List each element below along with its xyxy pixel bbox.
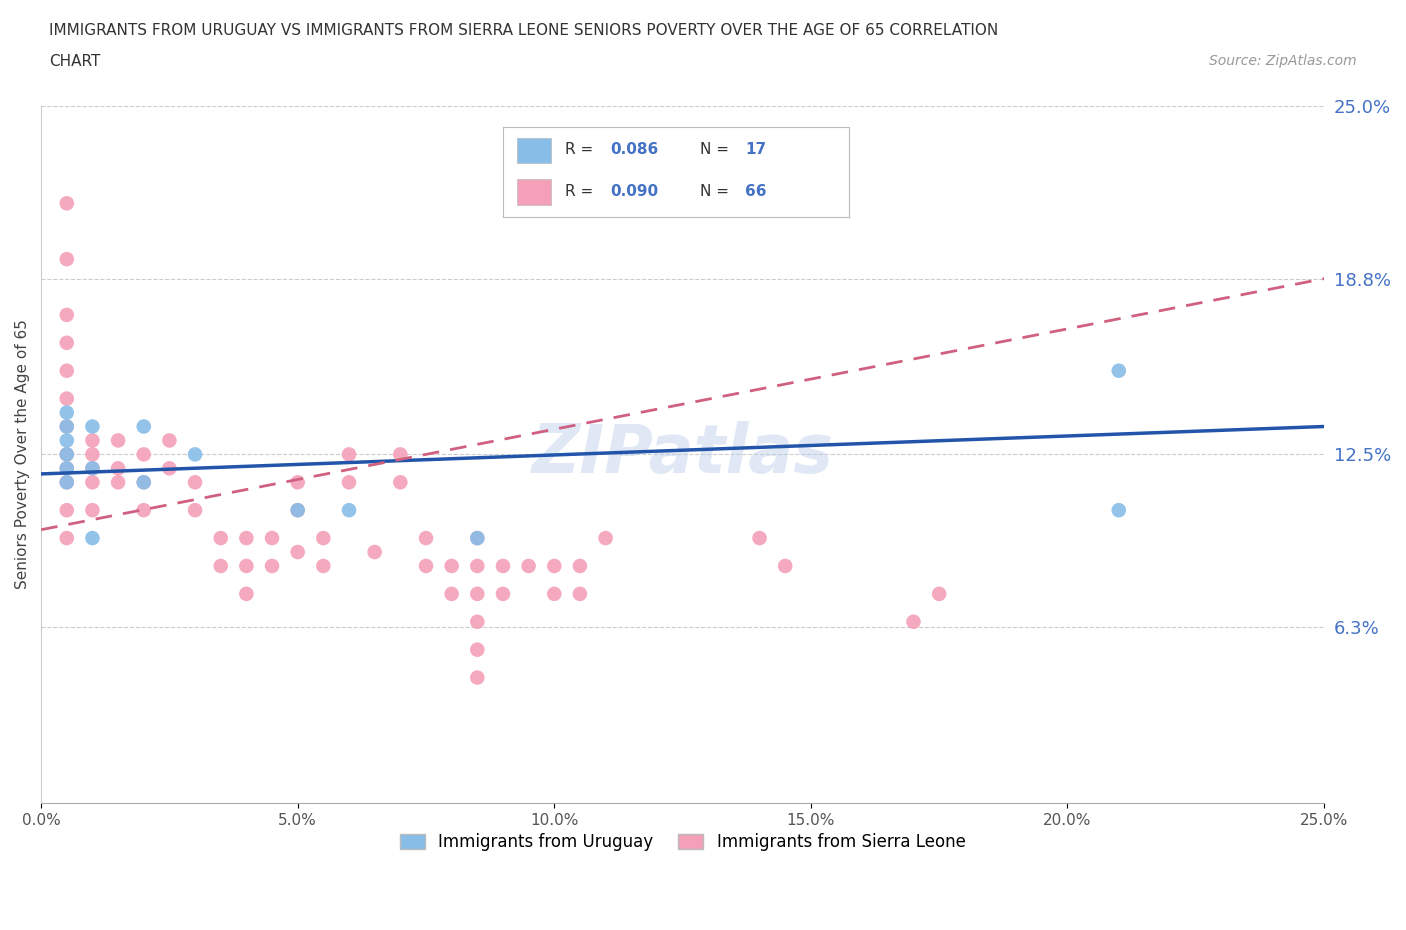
Point: [157, 461, 180, 476]
Point: [82, 419, 104, 434]
Point: [55, 419, 77, 434]
Point: [132, 447, 155, 462]
Point: [82, 433, 104, 448]
Point: [773, 559, 796, 574]
Point: [107, 475, 129, 490]
Point: [415, 559, 437, 574]
Point: [928, 587, 950, 602]
Point: [440, 587, 463, 602]
Point: [287, 475, 309, 490]
Point: [465, 643, 488, 658]
Point: [337, 475, 360, 490]
Point: [595, 531, 617, 546]
Point: [82, 461, 104, 476]
Point: [568, 587, 591, 602]
Point: [132, 419, 155, 434]
Point: [55, 475, 77, 490]
Point: [465, 587, 488, 602]
Point: [492, 559, 515, 574]
Y-axis label: Seniors Poverty Over the Age of 65: Seniors Poverty Over the Age of 65: [15, 319, 30, 590]
Point: [132, 475, 155, 490]
Point: [55, 447, 77, 462]
Point: [55, 364, 77, 379]
Point: [55, 196, 77, 211]
Point: [55, 252, 77, 267]
Point: [132, 475, 155, 490]
Text: CHART: CHART: [49, 54, 101, 69]
Point: [184, 475, 207, 490]
Text: IMMIGRANTS FROM URUGUAY VS IMMIGRANTS FROM SIERRA LEONE SENIORS POVERTY OVER THE: IMMIGRANTS FROM URUGUAY VS IMMIGRANTS FR…: [49, 23, 998, 38]
Point: [543, 559, 565, 574]
Point: [55, 461, 77, 476]
Point: [55, 531, 77, 546]
Point: [82, 461, 104, 476]
Point: [363, 545, 385, 560]
Point: [82, 447, 104, 462]
Point: [82, 531, 104, 546]
Point: [903, 615, 925, 630]
Point: [465, 531, 488, 546]
Point: [543, 587, 565, 602]
Point: [287, 503, 309, 518]
Point: [157, 433, 180, 448]
Point: [209, 559, 232, 574]
Point: [209, 531, 232, 546]
Point: [55, 447, 77, 462]
Point: [107, 461, 129, 476]
Point: [287, 503, 309, 518]
Point: [260, 531, 283, 546]
Point: [107, 433, 129, 448]
Point: [55, 419, 77, 434]
Point: [260, 559, 283, 574]
Point: [235, 559, 257, 574]
Point: [82, 475, 104, 490]
Point: [389, 475, 412, 490]
Text: Source: ZipAtlas.com: Source: ZipAtlas.com: [1209, 54, 1357, 68]
Point: [492, 587, 515, 602]
Point: [465, 615, 488, 630]
Point: [440, 559, 463, 574]
Point: [337, 447, 360, 462]
Point: [465, 559, 488, 574]
Point: [312, 531, 335, 546]
Point: [82, 503, 104, 518]
Point: [389, 447, 412, 462]
Point: [55, 308, 77, 323]
Point: [55, 433, 77, 448]
Point: [235, 587, 257, 602]
Point: [337, 503, 360, 518]
Point: [568, 559, 591, 574]
Point: [55, 461, 77, 476]
Point: [287, 545, 309, 560]
Point: [235, 531, 257, 546]
Point: [1108, 503, 1130, 518]
Point: [55, 405, 77, 420]
Point: [184, 447, 207, 462]
Point: [517, 559, 540, 574]
Point: [1108, 364, 1130, 379]
Legend: Immigrants from Uruguay, Immigrants from Sierra Leone: Immigrants from Uruguay, Immigrants from…: [394, 826, 972, 857]
Point: [312, 559, 335, 574]
Point: [415, 531, 437, 546]
Text: ZIPatlas: ZIPatlas: [531, 421, 834, 487]
Point: [465, 531, 488, 546]
Point: [184, 503, 207, 518]
Point: [55, 475, 77, 490]
Point: [55, 503, 77, 518]
Point: [748, 531, 770, 546]
Point: [55, 392, 77, 406]
Point: [132, 503, 155, 518]
Point: [55, 336, 77, 351]
Point: [465, 671, 488, 685]
